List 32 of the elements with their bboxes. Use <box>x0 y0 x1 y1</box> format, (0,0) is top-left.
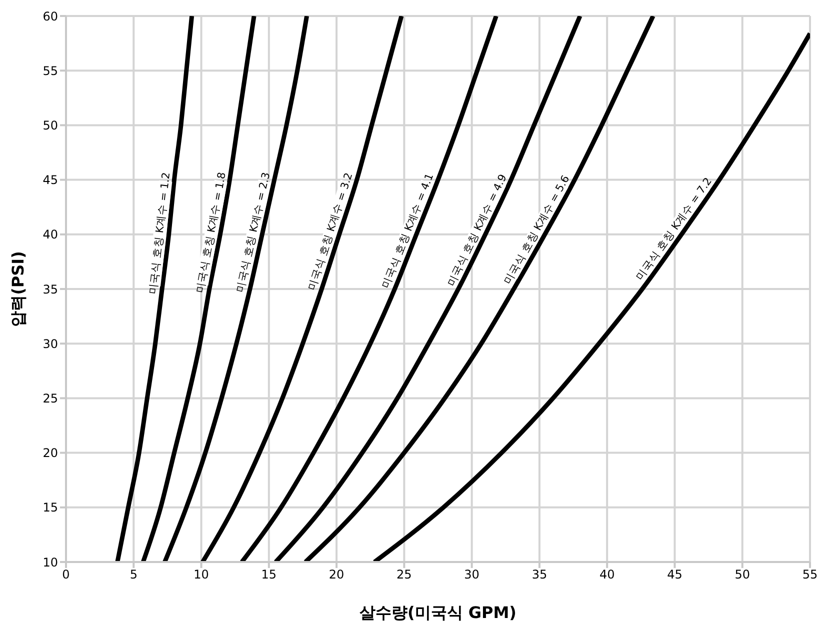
x-tick-label: 50 <box>734 568 750 582</box>
y-axis-title: 압력(PSI) <box>8 251 28 327</box>
line-series <box>115 16 194 562</box>
y-tick-label: 60 <box>42 9 58 24</box>
line-series <box>372 31 810 562</box>
x-tick-label: 10 <box>194 568 209 582</box>
y-tick-label: 20 <box>42 446 58 460</box>
x-tick-label: 25 <box>396 568 412 582</box>
y-tick-label: 50 <box>42 118 58 132</box>
y-tick-label: 35 <box>42 282 58 296</box>
text: 미국식 호칭 K계수 = 2.3 <box>234 171 273 294</box>
text: 미국식 호칭 K계수 = 1.2 <box>147 172 173 296</box>
y-tick-label: 15 <box>42 500 58 515</box>
x-tick-label: 35 <box>532 568 548 582</box>
x-tick-label: 40 <box>599 568 615 582</box>
y-tick-label: 55 <box>42 64 58 78</box>
x-tick-label: 15 <box>261 568 277 582</box>
text: 미국식 호칭 K계수 = 3.2 <box>306 171 356 292</box>
y-tick-label: 40 <box>42 228 58 242</box>
text: 미국식 호칭 K계수 = 1.8 <box>194 171 228 294</box>
x-axis-title: 살수량(미국식 GPM) <box>360 603 516 622</box>
x-tick-label: 55 <box>802 568 818 582</box>
x-tick-label: 45 <box>667 568 682 582</box>
y-tick-label: 25 <box>42 391 58 406</box>
y-tick-label: 30 <box>42 336 58 351</box>
y-tick-label: 10 <box>42 555 58 570</box>
x-tick-label: 0 <box>62 568 70 582</box>
y-tick-label: 45 <box>42 173 58 188</box>
x-tick-label: 5 <box>130 568 138 582</box>
line-series <box>273 16 582 562</box>
x-tick-label: 20 <box>328 568 344 582</box>
x-tick-label: 30 <box>464 568 480 582</box>
